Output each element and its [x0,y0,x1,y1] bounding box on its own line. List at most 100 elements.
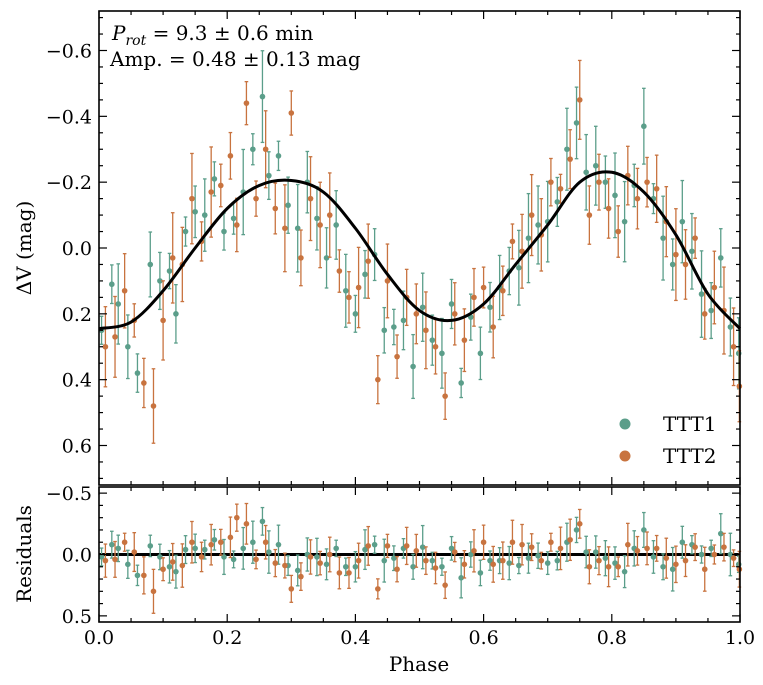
data-point [650,540,657,574]
marker [673,561,679,568]
data-point [413,533,420,568]
marker [471,548,477,554]
data-point [115,263,122,345]
marker [243,100,250,106]
marker [391,555,397,561]
marker [266,172,272,179]
marker [208,541,214,548]
marker [471,294,477,301]
marker [567,156,573,162]
marker [682,261,689,268]
data-point [250,133,256,166]
marker [121,287,128,294]
data-point [362,529,368,571]
data-point [451,541,458,563]
marker [612,192,618,199]
data-point [461,308,468,373]
data-point [160,557,166,582]
marker [109,541,115,548]
data-point [282,184,288,273]
marker [346,570,352,576]
marker [221,554,227,560]
y-tick-label: 0.0 [62,545,92,567]
marker [698,291,705,297]
data-point [150,568,157,614]
data-point [423,291,429,370]
marker [730,555,737,561]
data-point [394,556,400,583]
marker [298,573,304,580]
x-tick-label: 0.2 [212,627,242,649]
marker [487,304,493,311]
series-ttt1 [98,50,742,400]
marker [323,255,330,261]
data-point [480,524,487,560]
marker [227,534,234,541]
marker [275,541,282,548]
marker [689,248,695,255]
data-point [423,546,429,576]
legend-label-ttt2: TTT2 [663,444,717,468]
marker [134,572,141,579]
data-point [384,243,391,319]
marker [592,549,599,555]
marker [362,546,368,553]
y-tick-label: 0.4 [62,370,92,392]
data-point [509,519,516,565]
marker [259,518,266,525]
marker [102,343,109,350]
marker [679,539,686,546]
data-point [391,308,397,346]
data-point [352,294,359,333]
data-point [217,528,224,556]
marker [141,572,147,579]
data-point [615,556,622,578]
marker [266,549,272,555]
marker [253,556,259,563]
data-point [419,524,426,570]
marker [669,566,676,573]
data-point [682,229,689,300]
data-point [586,185,593,245]
data-point [708,539,714,558]
marker [554,199,561,205]
data-point [448,535,455,561]
marker [400,317,407,324]
data-point [198,541,205,573]
data-point [535,185,541,265]
data-point [375,355,381,405]
marker [458,575,464,581]
data-point [576,508,583,539]
marker [605,205,612,212]
marker [602,555,609,561]
data-point [528,173,535,257]
marker [528,212,535,218]
data-point [458,367,464,399]
marker [342,287,349,294]
data-point [131,532,138,573]
marker [282,562,288,569]
data-point [141,556,147,595]
marker [439,350,445,357]
data-point [634,167,641,230]
marker [201,546,208,553]
residuals-panel: 0.0 0.2 0.4 0.6 0.8 1.0−0.50.00.5 [46,483,755,649]
marker [282,225,288,232]
marker [294,225,301,232]
y-tick-label: 0.0 [62,238,92,260]
data-point [365,223,372,299]
marker [644,179,650,185]
data-point [673,208,679,302]
marker [583,169,589,176]
marker [166,563,173,570]
marker [701,566,708,573]
data-point [272,548,279,578]
legend-marker-ttt1 [619,418,631,430]
marker [442,582,448,588]
data-point [381,538,388,583]
data-point [217,163,224,208]
marker [442,393,448,399]
marker [381,327,388,334]
data-point [625,522,631,567]
marker [182,546,189,553]
